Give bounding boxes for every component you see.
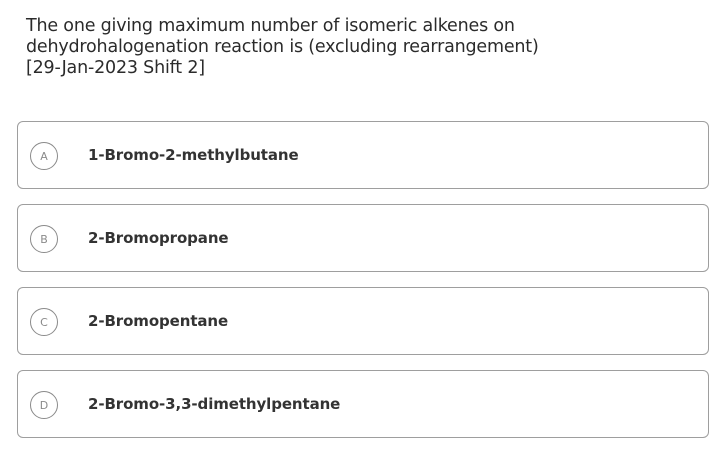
- option-letter-badge: B: [30, 225, 58, 253]
- option-label: 2-Bromopentane: [88, 312, 229, 330]
- question-line: The one giving maximum number of isomeri…: [26, 16, 515, 36]
- option-letter-badge: C: [30, 308, 58, 336]
- option-label: 1-Bromo-2-methylbutane: [88, 146, 299, 164]
- question-text: The one giving maximum number of isomeri…: [26, 16, 666, 79]
- question-line: dehydrohalogenation reaction is (excludi…: [26, 37, 539, 57]
- option-label: 2-Bromopropane: [88, 229, 229, 247]
- option-label: 2-Bromo-3,3-dimethylpentane: [88, 395, 341, 413]
- options-list: A 1-Bromo-2-methylbutane B 2-Bromopropan…: [17, 121, 709, 453]
- option-letter-badge: A: [30, 142, 58, 170]
- option-d[interactable]: D 2-Bromo-3,3-dimethylpentane: [17, 370, 709, 438]
- question-source: [29-Jan-2023 Shift 2]: [26, 58, 205, 78]
- option-b[interactable]: B 2-Bromopropane: [17, 204, 709, 272]
- option-c[interactable]: C 2-Bromopentane: [17, 287, 709, 355]
- option-letter-badge: D: [30, 391, 58, 419]
- option-a[interactable]: A 1-Bromo-2-methylbutane: [17, 121, 709, 189]
